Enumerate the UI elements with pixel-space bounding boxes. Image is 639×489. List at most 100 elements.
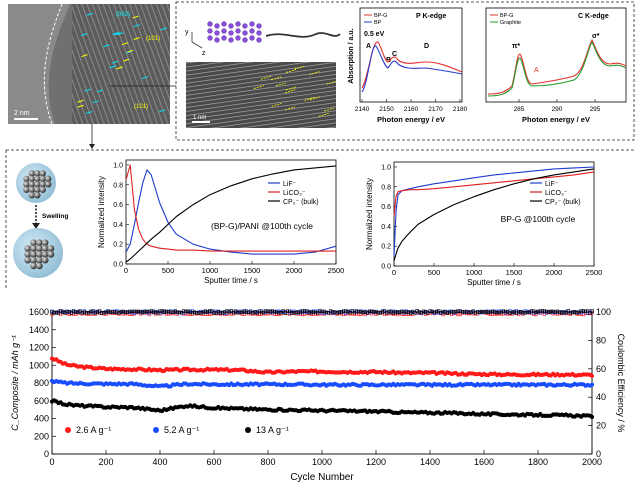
cycling-ce-point <box>460 310 465 314</box>
xanes-p-xtick-label: 2150 <box>379 106 394 113</box>
cycling-ce-point <box>456 309 460 313</box>
cycling-ce-point <box>510 310 514 314</box>
phosphorus-atom <box>256 23 262 29</box>
cycling-ce-point <box>490 309 495 314</box>
cycling-ce-point <box>562 310 566 314</box>
phosphorus-atom <box>228 23 234 29</box>
cycling-ce-point <box>508 311 512 315</box>
bp-nanoparticle <box>34 186 41 193</box>
cycling-ce-point <box>430 309 434 314</box>
cycling-ce-point <box>292 311 296 315</box>
cycling-ce-point <box>434 309 439 314</box>
phosphorus-atom <box>214 37 220 43</box>
cycling-ce-point <box>268 310 272 314</box>
cycling-ce-point <box>87 310 91 315</box>
phosphorus-atom <box>242 23 248 29</box>
cycling-ce-point <box>177 310 182 315</box>
cycling-ce-point <box>108 310 113 314</box>
cycling-ce-point <box>473 311 478 315</box>
cycling-ce-point <box>538 309 542 313</box>
cycling-legend-label: 13 A g⁻¹ <box>256 425 289 435</box>
cycling-ce-point <box>529 309 534 313</box>
tl-xtick-label: 2000 <box>286 266 303 275</box>
xanes-c-frame <box>485 7 627 103</box>
bp-nanoparticle <box>24 250 32 258</box>
cycling-ce-point <box>69 311 74 315</box>
cycling-ce-point <box>579 309 583 313</box>
xanes-p-peak-c: C <box>392 51 397 58</box>
xanes-p-xtick-label: 2180 <box>453 106 468 113</box>
cycling-ce-point <box>112 310 117 314</box>
cycling-ce-point <box>50 310 54 314</box>
cycling-ce-point <box>115 310 119 314</box>
cycling-ce-point <box>378 311 383 315</box>
phosphorus-atom <box>228 30 234 36</box>
cycling-ce-point <box>519 310 523 314</box>
tem-mark <box>141 76 149 80</box>
phosphorus-atom <box>249 21 255 27</box>
cycling-ytick-label-right: 40 <box>596 392 606 402</box>
cycling-legend-label: 5.2 A g⁻¹ <box>164 425 199 435</box>
tem-amorphous-region <box>8 4 70 124</box>
molecule-lattice <box>207 21 262 43</box>
bp-nanoparticle <box>34 192 41 199</box>
cycling-ce-point <box>328 309 333 313</box>
cycling-ce-point <box>203 309 208 313</box>
cycling-ce-point <box>300 312 305 317</box>
cycling-ce-point <box>246 310 251 314</box>
hrtem-mark <box>318 113 329 117</box>
cycling-ce-point <box>300 309 305 313</box>
cycling-ce-point <box>551 309 555 314</box>
bp-nanoparticle <box>35 239 43 247</box>
cycling-ce-point <box>380 310 385 314</box>
cycling-ce-point <box>102 310 106 315</box>
cycling-ce-point <box>169 310 173 314</box>
cycling-ce-point <box>82 310 87 314</box>
tem-label-002: (002) <box>116 12 130 18</box>
xanes-c-ticks: 285 290 295 <box>514 99 601 113</box>
cycling-ce-point <box>153 310 158 314</box>
hrtem-mark <box>284 106 296 111</box>
cycling-ce-point <box>93 311 97 315</box>
cycling-ce-point <box>266 309 270 314</box>
bp-nanoparticle <box>39 170 46 177</box>
cycling-ce-point <box>443 310 447 314</box>
cycling-ce-point <box>436 309 441 313</box>
hrtem-mark <box>309 71 320 75</box>
cycling-ce-point <box>395 310 400 315</box>
cycling-ce-point <box>456 312 460 317</box>
tem-mark <box>86 111 93 114</box>
cycling-ce-point <box>117 311 121 315</box>
cycling-legend-marker <box>245 427 251 433</box>
tr-xtick-label: 1500 <box>506 268 523 277</box>
hrtem-mark <box>304 96 315 101</box>
xanes-p-xlabel: Photon energy / eV <box>377 115 445 124</box>
cycling-ce-point <box>374 309 378 314</box>
cycling-xtick-label: 1000 <box>312 457 332 467</box>
tem-mark <box>86 12 93 16</box>
tr-series-line <box>393 166 595 257</box>
cycling-ce-point <box>95 310 100 314</box>
cycling-ce-point <box>333 310 337 314</box>
cycling-ce-point <box>480 309 484 314</box>
cycling-ce-point <box>130 309 134 314</box>
cycling-ce-point <box>482 310 486 314</box>
cycling-ce-point <box>484 310 488 314</box>
cycling-ce-point <box>54 310 59 315</box>
cycling-ce-point <box>465 310 469 314</box>
bp-nanoparticle <box>47 250 55 258</box>
phosphorus-atom <box>249 28 255 34</box>
tl-xtick-label: 0 <box>124 266 128 275</box>
cycling-ce-point <box>585 309 590 313</box>
cycling-ce-point <box>557 310 562 314</box>
cycling-ce-point <box>389 310 393 314</box>
tl-legend-label: CP₂⁻ (bulk) <box>283 199 319 206</box>
cycling-ce-point <box>119 310 123 314</box>
cycling-ce-point <box>441 309 445 314</box>
xanes-p-ylabel: Absorption / a.u. <box>348 28 355 83</box>
cycling-ce-point <box>227 310 231 314</box>
xanes-c-xtick-label: 295 <box>590 106 601 113</box>
tem-mark <box>159 109 166 113</box>
cycling-ce-point <box>173 309 177 313</box>
cycling-ce-point <box>138 309 143 314</box>
